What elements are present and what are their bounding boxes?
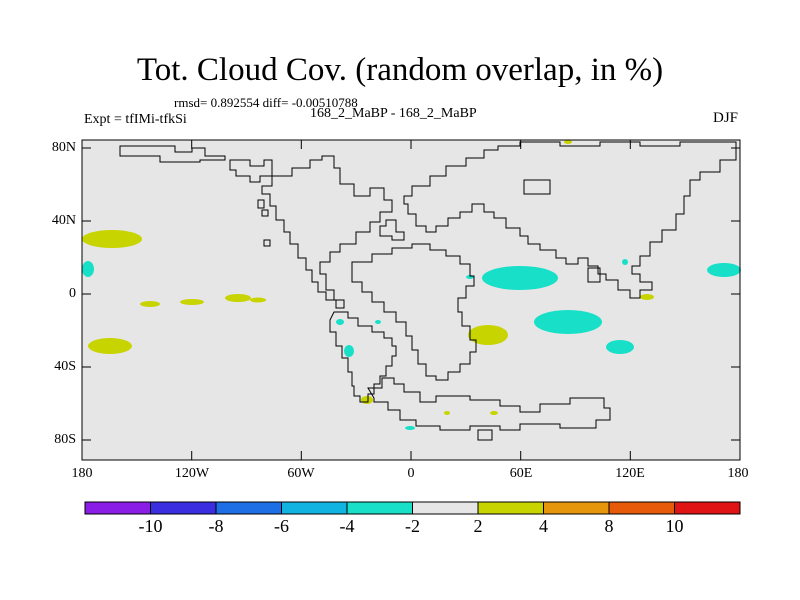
chart-title: Tot. Cloud Cov. (random overlap, in %) (136, 52, 664, 88)
lat-ticks (82, 147, 740, 441)
colorbar-box (215, 501, 282, 515)
coastline-eurasia (403, 141, 737, 299)
lon-label: 0 (407, 466, 415, 481)
coastlines (119, 141, 737, 441)
coastline-mediterranean (379, 219, 405, 241)
lon-ticks (191, 140, 631, 460)
colorbar-label: 8 (604, 516, 614, 536)
lon-label: 120E (615, 466, 645, 481)
colorbar-box (84, 501, 151, 515)
anomaly-patch-olive (140, 301, 160, 307)
coastline-arctic (119, 145, 226, 163)
experiment-label: Expt = tfIMi-tfkSi (84, 112, 187, 127)
season-label: DJF (713, 110, 739, 126)
anomaly-patch-olive (361, 396, 373, 404)
anomaly-patch-cyan (707, 263, 741, 277)
colorbar-box (543, 501, 610, 515)
colorbar-label: 4 (539, 516, 548, 536)
coastline-africa (351, 243, 477, 381)
lon-label: 60W (287, 466, 315, 481)
colorbar-label: -6 (274, 516, 289, 536)
lon-label: 180 (71, 466, 93, 481)
anomaly-patch-cyan (336, 319, 344, 325)
colorbar-label: -10 (138, 516, 163, 536)
colorbar-label: -2 (405, 516, 420, 536)
lon-label: 60E (509, 466, 533, 481)
anomaly-patch-cyan (622, 259, 628, 265)
colorbar-box (281, 501, 348, 515)
coastline-islands (257, 199, 271, 247)
lat-label: 80N (51, 140, 76, 155)
colorbar-label: 2 (473, 516, 483, 536)
anomaly-patch-olive (444, 411, 450, 415)
anomaly-patch-cyan (82, 261, 94, 277)
map-background (82, 140, 740, 460)
coastline-hudson (229, 159, 273, 183)
colorbar-box (346, 501, 413, 515)
anomaly-patch-cyan (482, 266, 558, 290)
anomaly-patch-olive (490, 411, 498, 415)
anomaly-patch-olive (82, 230, 142, 248)
lat-label: 80S (54, 432, 76, 447)
colorbar-box (477, 501, 544, 515)
coastline-antarctica (367, 377, 611, 431)
anomaly-patch-cyan (344, 345, 354, 357)
colorbar-box (674, 501, 741, 515)
colorbar-label: -4 (339, 516, 355, 536)
colorbar-label: 10 (665, 516, 684, 536)
colorbar-box (608, 501, 675, 515)
lon-label: 120W (174, 466, 210, 481)
lat-label: 40N (51, 213, 76, 228)
anomaly-patch-olive (88, 338, 132, 354)
coastline-se-asia (587, 267, 601, 283)
colorbar (84, 501, 741, 515)
anomaly-patch-cyan (405, 426, 415, 430)
coastline-south-america (329, 311, 397, 403)
anomaly-patch-cyan (375, 320, 381, 324)
anomaly-patches (82, 140, 741, 430)
anomaly-patch-olive (225, 294, 251, 302)
anomaly-patch-cyan (534, 310, 602, 334)
anomaly-patch-olive (180, 299, 204, 305)
stats-line: rmsd= 0.892554 diff= -0.00510788 (174, 95, 358, 110)
anomaly-patch-olive (468, 325, 508, 345)
experiment-subtitle: 168_2_MaBP - 168_2_MaBP (310, 106, 477, 121)
anomaly-patch-olive (564, 140, 572, 144)
coastline-north-america (261, 155, 393, 309)
colorbar-box (412, 501, 479, 515)
coastline-antarctic-island (477, 429, 493, 441)
coastline-inland-sea (523, 179, 551, 195)
colorbar-box (150, 501, 217, 515)
anomaly-patch-olive (250, 297, 266, 303)
lat-label: 0 (69, 286, 76, 301)
anomaly-patch-olive (640, 294, 654, 300)
lon-label: 180 (727, 466, 749, 481)
colorbar-label: -8 (208, 516, 224, 536)
lat-label: 40S (54, 359, 76, 374)
anomaly-patch-cyan (606, 340, 634, 354)
